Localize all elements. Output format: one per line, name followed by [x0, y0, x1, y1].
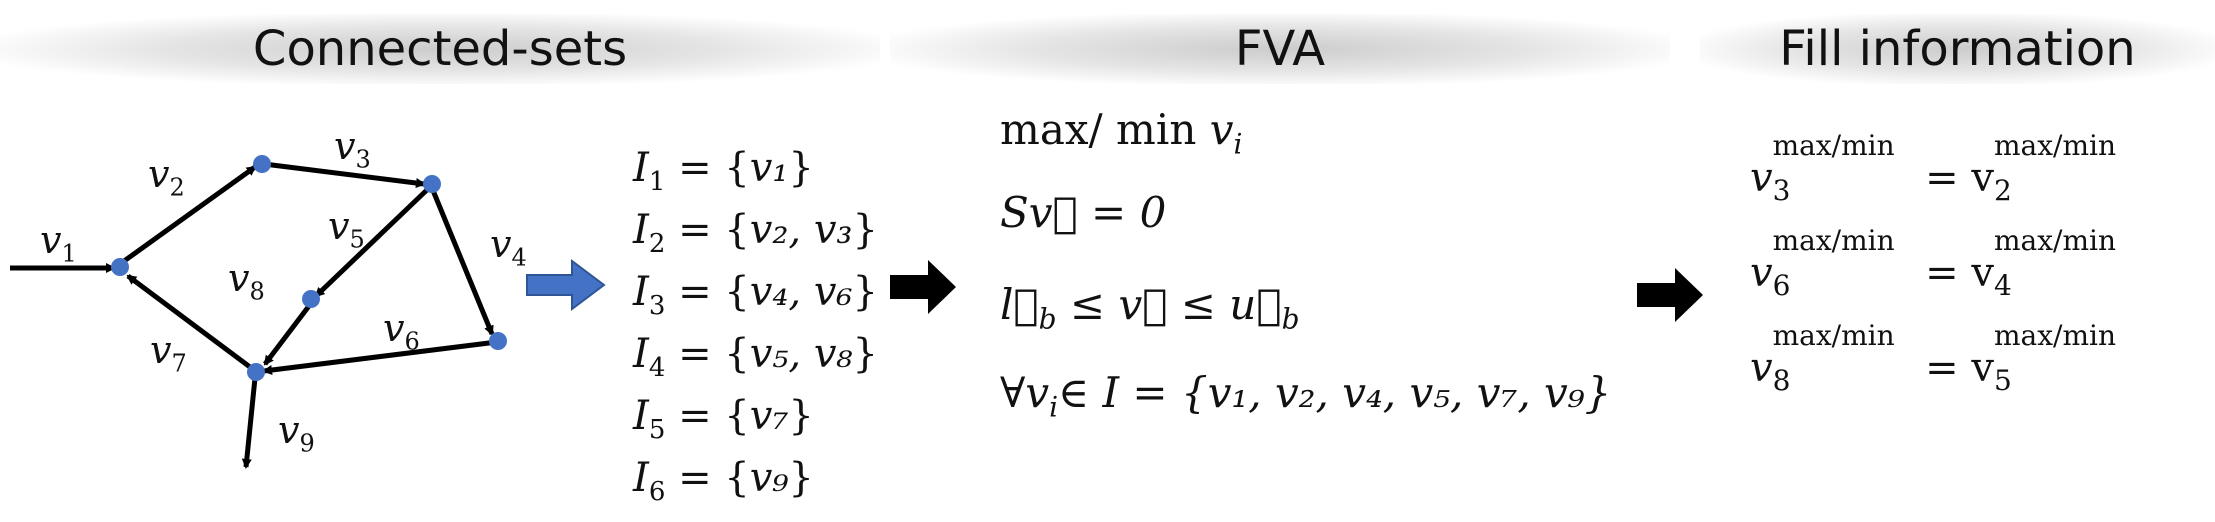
fva-condition: ∀vi∈ I = {v₁, v₂, v₄, v₅, v₇, v₉}: [1000, 368, 1612, 424]
edge-v5: [314, 185, 432, 298]
set-row: I6 = {v₉}: [633, 455, 814, 507]
set-row: I2 = {v₂, v₃}: [633, 207, 878, 259]
set-row: I3 = {v₄, v₆}: [633, 269, 878, 321]
set-row: I1 = {v₁}: [633, 145, 814, 197]
set-row: I5 = {v₇}: [633, 393, 814, 445]
node: [302, 290, 320, 308]
fva-constraint-mass-balance: Sv⃗ = 0: [1000, 188, 1167, 237]
edge-label-v9: v9: [278, 408, 315, 458]
node: [111, 258, 129, 276]
fva-objective: max/ min vi: [1000, 105, 1243, 161]
node: [253, 155, 271, 173]
header-connected-sets: Connected-sets: [0, 14, 880, 84]
fva-constraint-bounds: l⃗b ≤ v⃗ ≤ u⃗b: [1000, 280, 1300, 336]
edge-v2: [118, 164, 257, 267]
edge-v6: [262, 339, 498, 375]
set-row: I4 = {v₅, v₈}: [633, 331, 878, 383]
edge-label-v2: v2: [148, 152, 185, 202]
edge-label-v4: v4: [490, 222, 527, 272]
node: [489, 332, 507, 350]
edge-v9: [241, 377, 258, 469]
edge-label-v5: v5: [328, 204, 365, 254]
blue-arrow-icon: [526, 259, 606, 311]
edge-label-v6: v6: [383, 306, 420, 356]
edge-label-v8: v8: [228, 256, 265, 306]
edge-v4: [429, 187, 495, 336]
node: [247, 363, 265, 381]
header-fill-information: Fill information: [1700, 14, 2215, 84]
black-arrow-icon: [1637, 268, 1703, 322]
black-arrow-icon: [890, 260, 956, 314]
header-fva: FVA: [890, 14, 1670, 84]
edge-v3: [263, 161, 426, 188]
edge-label-v1: v1: [40, 218, 77, 268]
node: [423, 175, 441, 193]
edge-label-v7: v7: [150, 328, 187, 378]
edge-v7: [126, 273, 256, 373]
edge-v8: [263, 300, 314, 366]
edge-label-v3: v3: [334, 124, 371, 174]
